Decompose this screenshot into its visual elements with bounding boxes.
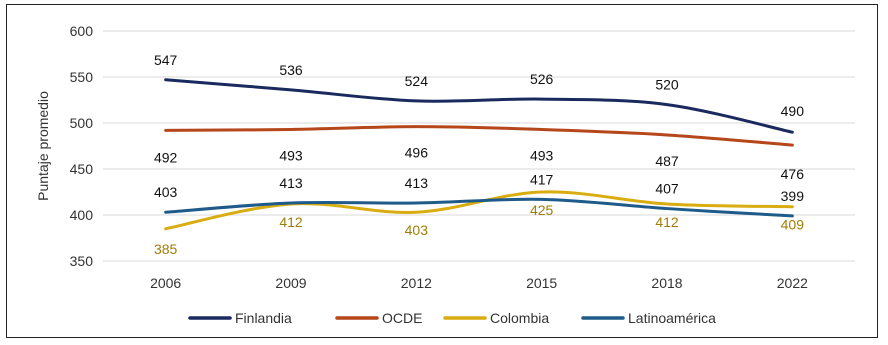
y-tick-label-350: 350 [70, 253, 94, 269]
data-label-ocde-2006: 492 [154, 149, 178, 165]
y-tick-label-450: 450 [70, 161, 94, 177]
x-tick-label-2012: 2012 [401, 275, 432, 291]
data-label-latinoam-rica-2015: 417 [530, 171, 554, 187]
y-tick-label-400: 400 [70, 207, 94, 223]
data-label-finlandia-2018: 520 [655, 77, 679, 93]
data-label-colombia-2015: 425 [530, 202, 554, 218]
data-label-ocde-2018: 487 [655, 153, 679, 169]
x-tick-label-2022: 2022 [777, 275, 808, 291]
x-tick-label-2018: 2018 [651, 275, 682, 291]
legend-label-ocde: OCDE [382, 310, 422, 326]
series-line-finlandia [164, 78, 794, 134]
y-axis-label: Puntaje promedio [35, 91, 51, 201]
series-line-ocde [164, 125, 794, 147]
data-label-ocde-2009: 493 [279, 147, 303, 163]
data-label-ocde-2012: 496 [405, 145, 429, 161]
data-label-finlandia-2006: 547 [154, 52, 178, 68]
data-label-ocde-2015: 493 [530, 147, 554, 163]
y-tick-label-600: 600 [70, 23, 94, 39]
data-label-colombia-2022: 409 [781, 217, 805, 233]
y-tick-label-500: 500 [70, 115, 94, 131]
data-label-latinoam-rica-2018: 407 [655, 181, 679, 197]
data-label-ocde-2022: 476 [781, 166, 805, 182]
data-label-colombia-2018: 412 [655, 214, 679, 230]
legend-label-latinoam-rica: Latinoamérica [628, 310, 716, 326]
chart-frame [6, 4, 878, 338]
data-label-finlandia-2009: 536 [279, 62, 303, 78]
data-label-latinoam-rica-2006: 403 [154, 184, 178, 200]
data-label-finlandia-2015: 526 [530, 71, 554, 87]
series-line-latinoam-rica [164, 197, 794, 218]
data-label-colombia-2009: 412 [279, 214, 303, 230]
y-tick-label-550: 550 [70, 69, 94, 85]
data-label-latinoam-rica-2009: 413 [279, 175, 303, 191]
data-label-colombia-2006: 385 [154, 241, 178, 257]
data-label-finlandia-2012: 524 [405, 73, 429, 89]
data-label-colombia-2012: 403 [405, 222, 429, 238]
x-tick-label-2009: 2009 [275, 275, 306, 291]
x-tick-label-2015: 2015 [526, 275, 557, 291]
data-label-latinoam-rica-2012: 413 [405, 175, 429, 191]
data-label-latinoam-rica-2022: 399 [781, 188, 805, 204]
legend-label-finlandia: Finlandia [235, 310, 292, 326]
data-label-finlandia-2022: 490 [781, 103, 805, 119]
x-tick-label-2006: 2006 [150, 275, 181, 291]
legend-label-colombia: Colombia [490, 310, 549, 326]
